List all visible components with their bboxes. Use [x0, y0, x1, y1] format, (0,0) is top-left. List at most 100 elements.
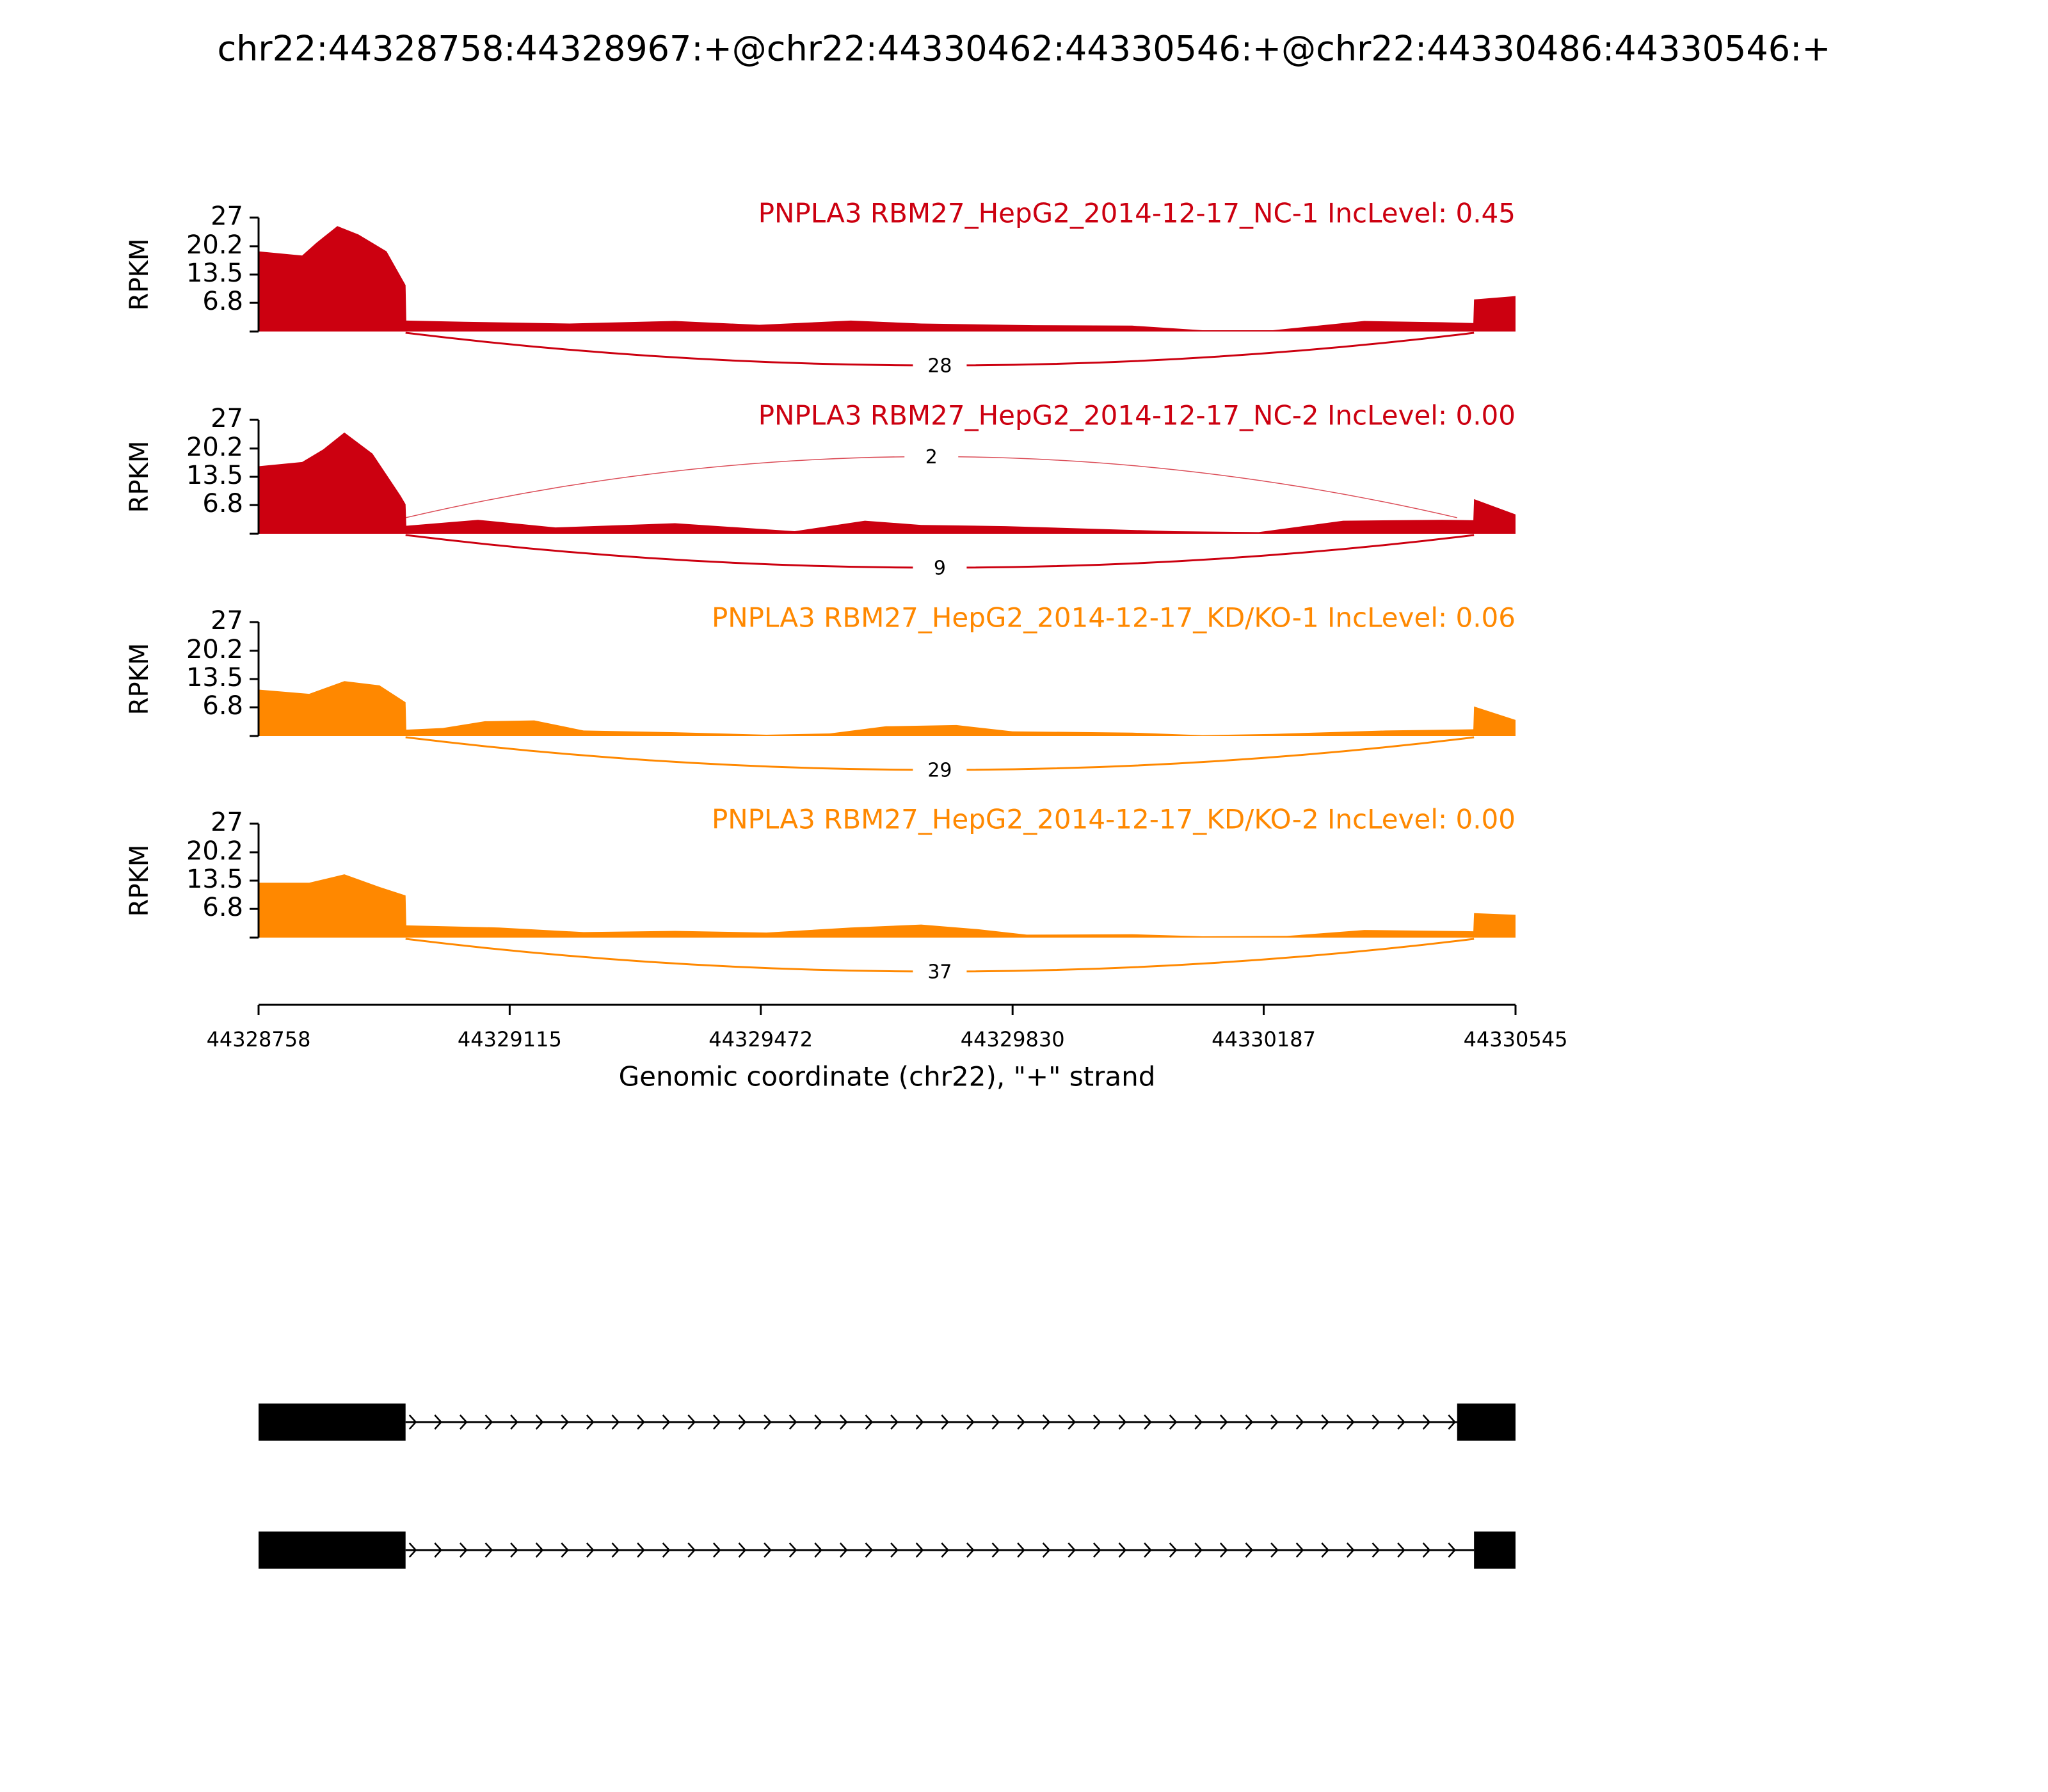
strand-arrow — [1321, 1414, 1329, 1430]
strand-arrow — [712, 1542, 721, 1558]
strand-arrow — [1295, 1414, 1304, 1430]
strand-arrow — [915, 1542, 924, 1558]
junction-arc: 29 — [405, 736, 1475, 784]
strand-arrow — [1448, 1542, 1456, 1558]
junction-count: 37 — [927, 961, 952, 984]
strand-arrow — [788, 1414, 797, 1430]
junction-count: 29 — [927, 760, 952, 782]
strand-arrow — [890, 1414, 899, 1430]
strand-arrow — [1219, 1414, 1228, 1430]
strand-arrow — [637, 1542, 645, 1558]
strand-arrow — [1346, 1542, 1355, 1558]
strand-arrow — [1397, 1414, 1405, 1430]
strand-arrow — [434, 1414, 442, 1430]
strand-arrow — [738, 1542, 747, 1558]
strand-arrow — [1144, 1542, 1152, 1558]
strand-arrow — [1068, 1414, 1076, 1430]
strand-arrow — [535, 1414, 544, 1430]
junction-count: 28 — [927, 355, 952, 378]
strand-arrow — [941, 1542, 949, 1558]
strand-arrow — [1169, 1414, 1178, 1430]
strand-arrow — [1144, 1414, 1152, 1430]
y-tick-label: 27 — [211, 606, 243, 636]
strand-arrow — [890, 1542, 899, 1558]
strand-arrow — [814, 1414, 822, 1430]
strand-arrow — [839, 1414, 848, 1430]
strand-arrow — [1042, 1414, 1051, 1430]
strand-arrow — [991, 1414, 1000, 1430]
strand-arrow — [1321, 1542, 1329, 1558]
strand-arrow — [1422, 1542, 1431, 1558]
strand-arrow — [637, 1414, 645, 1430]
junction-count-bg — [913, 351, 967, 380]
y-tick-label: 13.5 — [186, 259, 243, 288]
y-tick-label: 20.2 — [186, 635, 243, 664]
exon-block — [259, 1404, 406, 1441]
strand-arrow — [1118, 1542, 1127, 1558]
strand-arrow — [1372, 1414, 1380, 1430]
strand-arrow — [611, 1542, 620, 1558]
strand-arrow — [687, 1542, 696, 1558]
y-tick-label: 20.2 — [186, 433, 243, 462]
coverage-area — [259, 226, 1516, 332]
strand-arrow — [712, 1414, 721, 1430]
y-axis-label: RPKM — [125, 643, 154, 716]
strand-arrow — [586, 1542, 595, 1558]
track-label: PNPLA3 RBM27_HepG2_2014-12-17_NC-1 IncLe… — [758, 198, 1516, 229]
junction-arc: 9 — [405, 534, 1475, 582]
track-label: PNPLA3 RBM27_HepG2_2014-12-17_KD/KO-1 In… — [712, 602, 1516, 634]
strand-arrow — [941, 1414, 949, 1430]
exon-block — [1457, 1404, 1516, 1441]
strand-arrow — [1245, 1414, 1254, 1430]
coverage-area — [259, 432, 1516, 534]
strand-arrow — [1448, 1414, 1456, 1430]
strand-arrow — [764, 1414, 772, 1430]
strand-arrow — [662, 1542, 671, 1558]
strand-arrow — [459, 1542, 468, 1558]
y-axis-label: RPKM — [125, 441, 154, 513]
strand-arrow — [510, 1414, 518, 1430]
x-tick-label: 44329830 — [961, 1027, 1065, 1052]
junction-arc: 28 — [405, 332, 1475, 380]
strand-arrow — [966, 1542, 975, 1558]
y-tick-label: 6.8 — [202, 489, 243, 518]
strand-arrow — [561, 1414, 569, 1430]
strand-arrow — [408, 1542, 417, 1558]
strand-arrow — [1270, 1414, 1279, 1430]
strand-arrow — [966, 1414, 975, 1430]
exon-block — [1474, 1532, 1516, 1569]
y-tick-label: 13.5 — [186, 461, 243, 490]
strand-arrow — [991, 1542, 1000, 1558]
gene-model — [259, 1404, 1516, 1569]
x-tick-label: 44330187 — [1212, 1027, 1316, 1052]
strand-arrow — [484, 1542, 493, 1558]
strand-arrow — [459, 1414, 468, 1430]
x-axis: 44328758 44329115 44329472 44329830 44330187… — [207, 1004, 1568, 1052]
junction-count-bg — [913, 554, 967, 582]
strand-arrow — [788, 1542, 797, 1558]
strand-arrow — [1295, 1542, 1304, 1558]
y-tick-label: 27 — [211, 404, 243, 433]
y-tick-label: 13.5 — [186, 663, 243, 692]
x-tick-label: 44330545 — [1464, 1027, 1568, 1052]
strand-arrow — [1118, 1414, 1127, 1430]
strand-arrow — [865, 1542, 874, 1558]
strand-arrow — [839, 1542, 848, 1558]
strand-arrow — [510, 1542, 518, 1558]
strand-arrow — [1092, 1542, 1101, 1558]
y-axis-label: RPKM — [125, 239, 154, 311]
exon-block — [259, 1532, 406, 1569]
strand-arrow — [1092, 1414, 1101, 1430]
strand-arrow — [814, 1542, 822, 1558]
strand-arrow — [1270, 1542, 1279, 1558]
y-tick-label: 27 — [211, 202, 243, 231]
isoform-2 — [259, 1532, 1516, 1569]
strand-arrow — [662, 1414, 671, 1430]
y-axis-label: RPKM — [125, 845, 154, 917]
